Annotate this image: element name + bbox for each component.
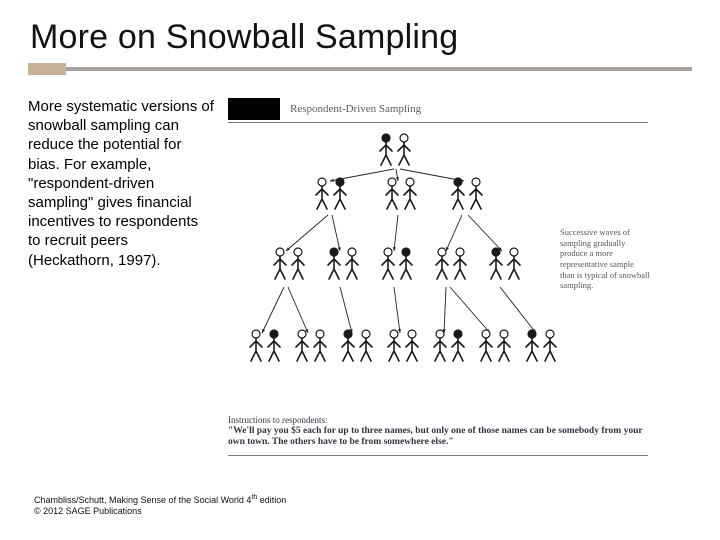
- title-rule-line: [28, 67, 692, 71]
- footer-line1-a: Chambliss/Schutt, Making Sense of the So…: [34, 495, 251, 505]
- person-icon: [524, 329, 540, 368]
- person-icon: [344, 247, 360, 286]
- figure-number-box: [228, 98, 280, 120]
- person-icon: [386, 329, 402, 368]
- body-text: More systematic versions of snowball sam…: [28, 97, 214, 270]
- footer-line1: Chambliss/Schutt, Making Sense of the So…: [34, 493, 286, 507]
- person-icon: [340, 329, 356, 368]
- person-icon: [290, 247, 306, 286]
- figure: Respondent-Driven Sampling: [228, 97, 648, 456]
- person-icon: [488, 247, 504, 286]
- person-icon: [326, 247, 342, 286]
- title-rule-accent: [28, 63, 66, 75]
- person-pair: [432, 329, 466, 368]
- figure-bottom-rule: [228, 455, 648, 456]
- person-icon: [452, 247, 468, 286]
- person-icon: [380, 247, 396, 286]
- person-pair: [434, 247, 468, 286]
- person-icon: [398, 247, 414, 286]
- footer-line1-b: edition: [257, 495, 286, 505]
- person-pair: [386, 329, 420, 368]
- person-icon: [396, 133, 412, 172]
- person-pair: [384, 177, 418, 216]
- person-icon: [312, 329, 328, 368]
- person-icon: [468, 177, 484, 216]
- person-icon: [434, 247, 450, 286]
- title-rule: [28, 67, 692, 71]
- person-icon: [496, 329, 512, 368]
- slide-title: More on Snowball Sampling: [30, 18, 692, 57]
- person-icon: [450, 177, 466, 216]
- instructions-label: Instructions to respondents:: [228, 415, 648, 425]
- person-pair: [378, 133, 412, 172]
- figure-top-rule: [228, 122, 648, 123]
- person-icon: [332, 177, 348, 216]
- person-pair: [340, 329, 374, 368]
- person-icon: [542, 329, 558, 368]
- person-icon: [294, 329, 310, 368]
- figure-instructions: Instructions to respondents: "We'll pay …: [228, 415, 648, 447]
- person-pair: [478, 329, 512, 368]
- figure-header: Respondent-Driven Sampling: [228, 97, 648, 121]
- person-pair: [488, 247, 522, 286]
- person-icon: [478, 329, 494, 368]
- instructions-quote: "We'll pay you $5 each for up to three n…: [228, 426, 642, 447]
- person-icon: [266, 329, 282, 368]
- person-icon: [358, 329, 374, 368]
- person-icon: [402, 177, 418, 216]
- person-icon: [384, 177, 400, 216]
- content-row: More systematic versions of snowball sam…: [28, 97, 692, 456]
- person-icon: [404, 329, 420, 368]
- person-icon: [314, 177, 330, 216]
- person-pair: [380, 247, 414, 286]
- person-pair: [450, 177, 484, 216]
- person-pair: [272, 247, 306, 286]
- footer-line2: © 2012 SAGE Publications: [34, 506, 286, 518]
- figure-side-caption: Successive waves of sampling gradually p…: [560, 227, 650, 291]
- person-icon: [506, 247, 522, 286]
- person-pair: [248, 329, 282, 368]
- footer: Chambliss/Schutt, Making Sense of the So…: [34, 493, 286, 518]
- person-icon: [432, 329, 448, 368]
- slide: More on Snowball Sampling More systemati…: [0, 0, 720, 540]
- diagram-panel: Successive waves of sampling gradually p…: [228, 129, 648, 409]
- person-pair: [524, 329, 558, 368]
- person-icon: [378, 133, 394, 172]
- person-icon: [272, 247, 288, 286]
- person-pair: [294, 329, 328, 368]
- figure-title: Respondent-Driven Sampling: [290, 103, 421, 115]
- person-pair: [314, 177, 348, 216]
- person-pair: [326, 247, 360, 286]
- person-icon: [248, 329, 264, 368]
- person-icon: [450, 329, 466, 368]
